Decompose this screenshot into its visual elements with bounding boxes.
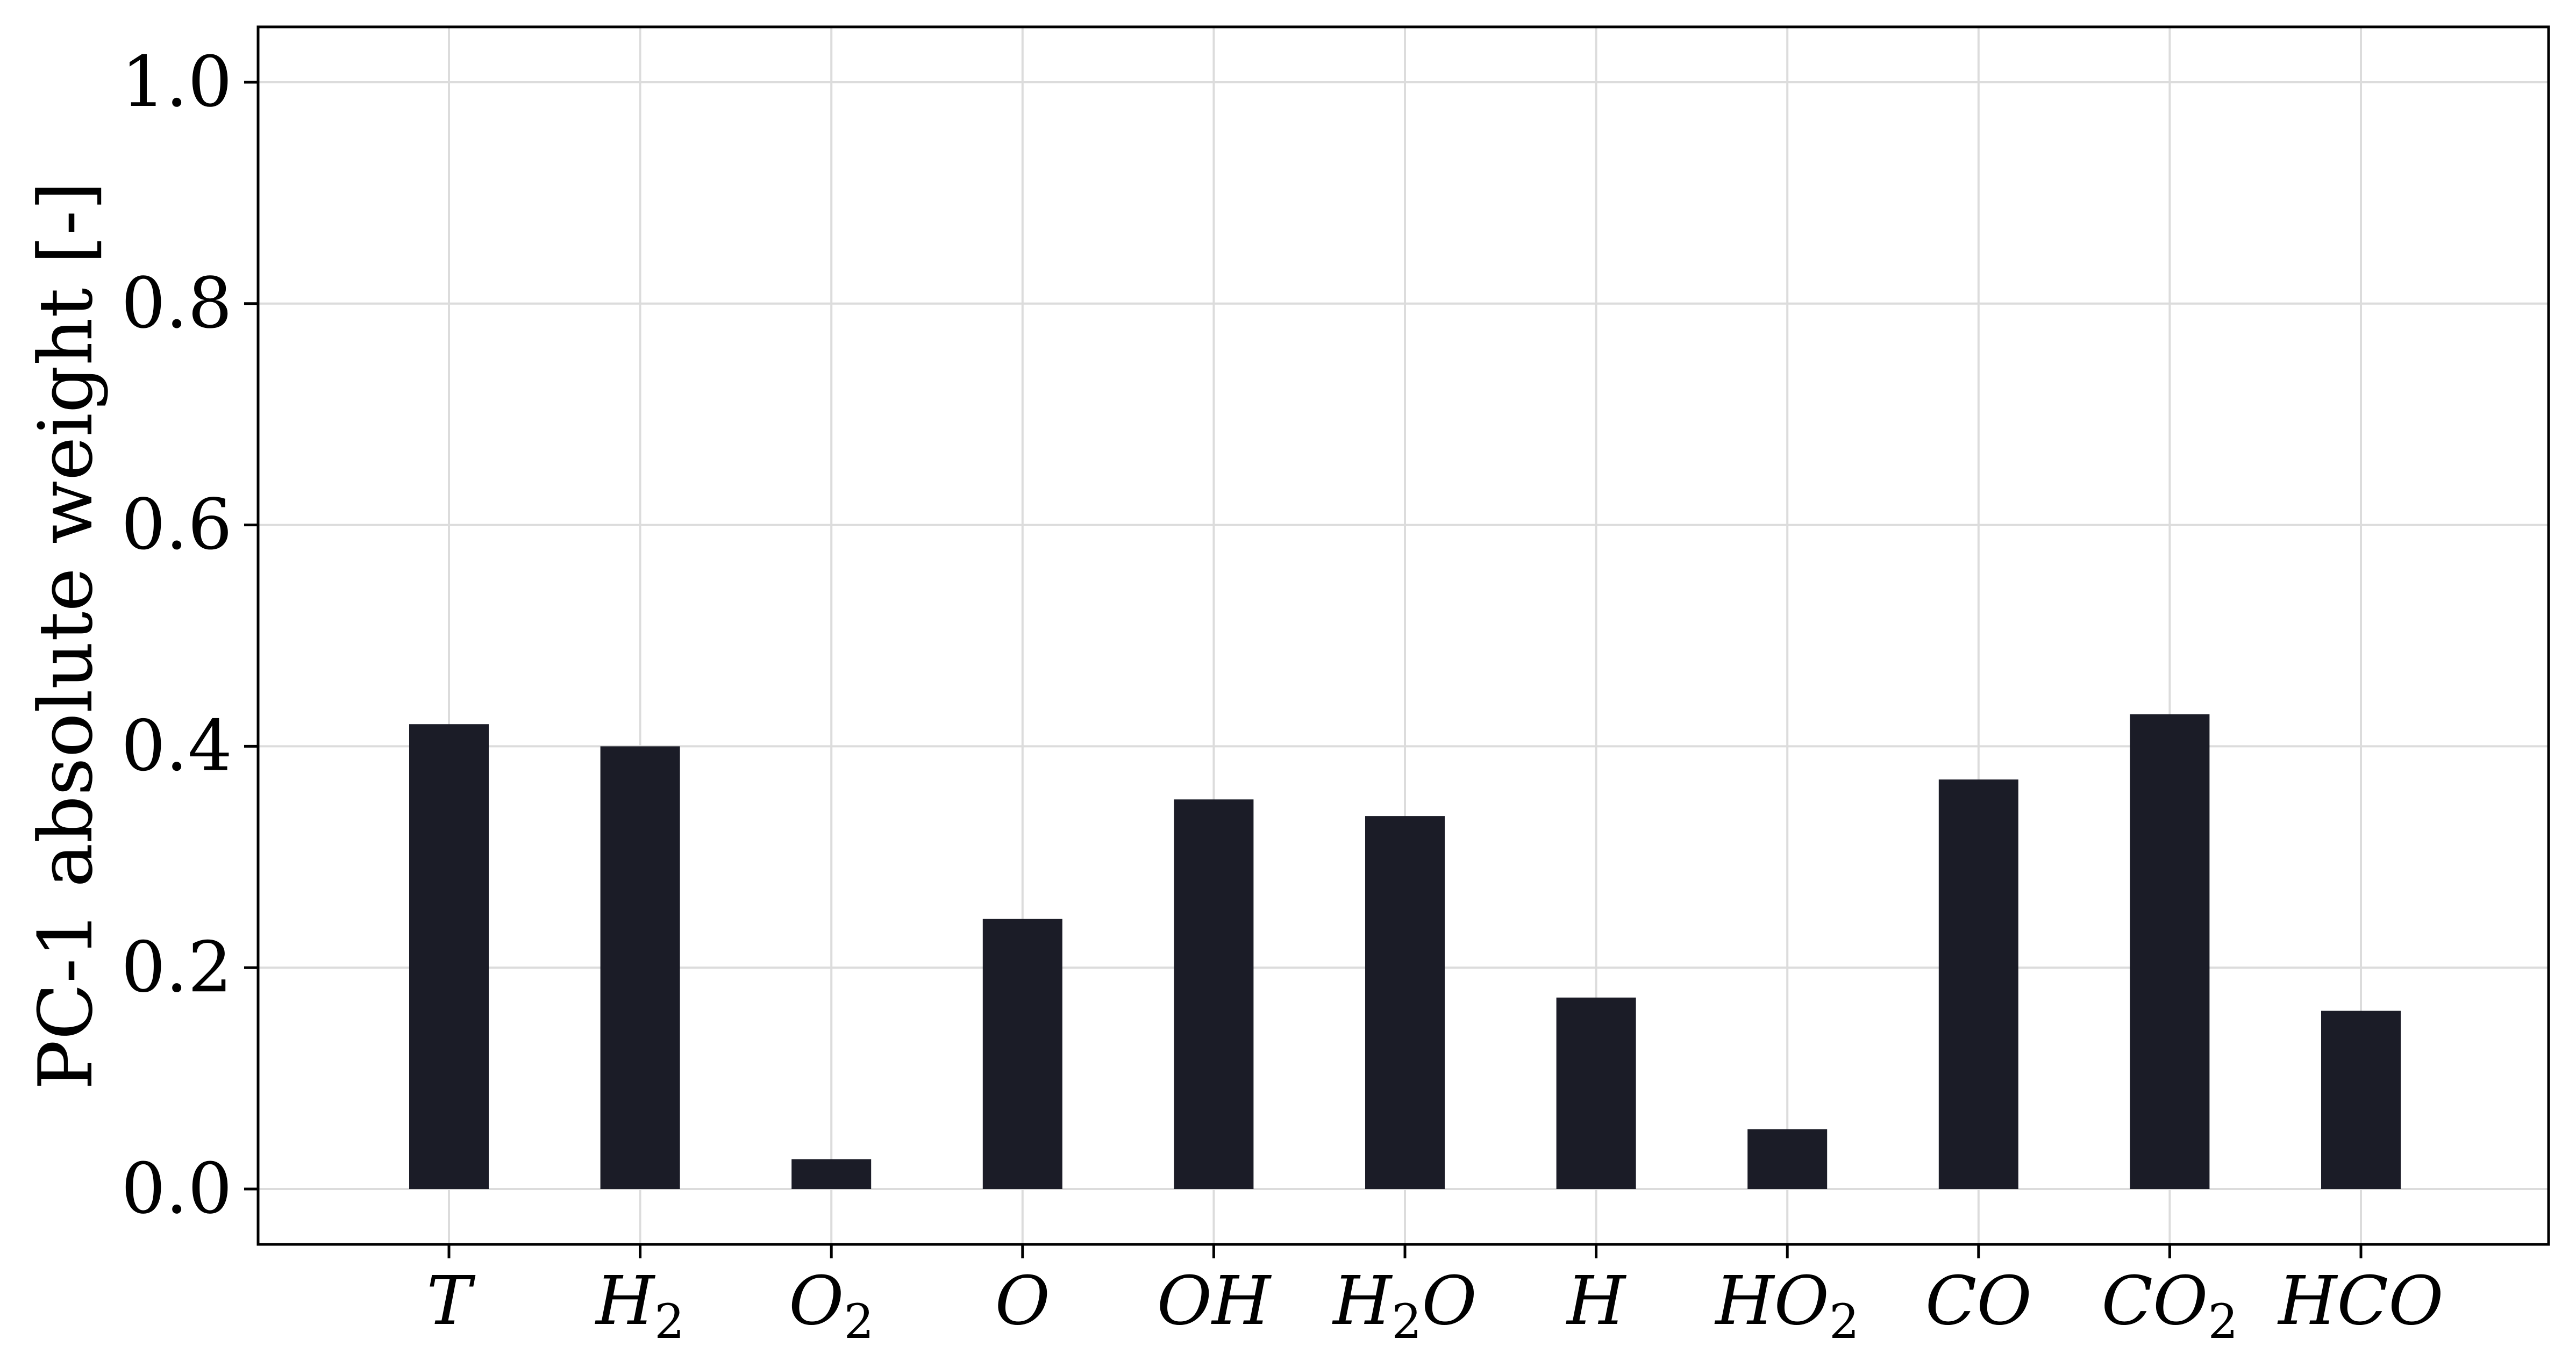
- y-axis-label: PC-1 absolute weight [-]: [23, 181, 109, 1090]
- x-tick-label: H2: [595, 1262, 684, 1349]
- bar: [1365, 816, 1445, 1190]
- y-axis-ticks: 0.0 0.2 0.4 0.6 0.8 1.0: [121, 41, 258, 1229]
- x-tick-label-base: O: [995, 1262, 1050, 1340]
- x-tick-label: H2O: [1332, 1262, 1477, 1349]
- y-tick-label: 0.8: [121, 262, 232, 344]
- x-tick-label: OH: [1157, 1262, 1272, 1340]
- x-tick-label: O2: [789, 1262, 874, 1349]
- y-tick-label: 0.0: [121, 1148, 232, 1229]
- bars: [409, 714, 2401, 1190]
- y-tick-label: 1.0: [121, 41, 232, 123]
- x-axis-ticks: T H2 O2 O OH H2O H HO2 CO CO2 HCO: [426, 1244, 2444, 1349]
- x-tick-label-base: O: [789, 1262, 844, 1340]
- bar: [1938, 779, 2018, 1190]
- x-tick-label-subscript: 2: [1829, 1294, 1859, 1349]
- x-tick-label: T: [426, 1262, 475, 1340]
- bar: [409, 724, 489, 1190]
- x-tick-label-subscript: 2: [1392, 1294, 1422, 1349]
- bar: [2321, 1011, 2401, 1190]
- x-tick-label: HCO: [2277, 1262, 2443, 1340]
- x-tick-label-subscript: 2: [654, 1294, 684, 1349]
- bar: [1747, 1129, 1828, 1190]
- plot-frame: [256, 25, 2550, 1246]
- x-tick-label-base: H: [595, 1262, 656, 1340]
- bar: [1556, 997, 1636, 1190]
- x-tick-label-base: H: [1566, 1262, 1627, 1340]
- x-tick-label-base: CO: [2101, 1262, 2208, 1340]
- bar: [982, 919, 1062, 1190]
- x-tick-label-suffix: O: [1422, 1262, 1476, 1340]
- y-tick-label: 0.2: [121, 926, 232, 1008]
- bar: [1174, 799, 1254, 1190]
- x-tick-label-base: HO: [1714, 1262, 1829, 1340]
- x-tick-label: CO2: [2101, 1262, 2238, 1349]
- x-tick-label: CO: [1925, 1262, 2032, 1340]
- x-tick-label: O: [995, 1262, 1050, 1340]
- y-tick-label: 0.4: [121, 705, 232, 786]
- x-tick-label: HO2: [1714, 1262, 1859, 1349]
- x-tick-label-subscript: 2: [844, 1294, 874, 1349]
- x-tick-label-base: CO: [1925, 1262, 2032, 1340]
- bar: [600, 746, 680, 1190]
- x-tick-label-base: T: [426, 1262, 475, 1340]
- x-tick-label-subscript: 2: [2208, 1294, 2238, 1349]
- x-tick-label-base: OH: [1157, 1262, 1272, 1340]
- bar: [2130, 714, 2210, 1190]
- bar: [791, 1159, 872, 1190]
- y-tick-label: 0.6: [121, 484, 232, 565]
- x-tick-label-base: HCO: [2277, 1262, 2443, 1340]
- x-tick-label: H: [1566, 1262, 1627, 1340]
- x-tick-label-base: H: [1332, 1262, 1393, 1340]
